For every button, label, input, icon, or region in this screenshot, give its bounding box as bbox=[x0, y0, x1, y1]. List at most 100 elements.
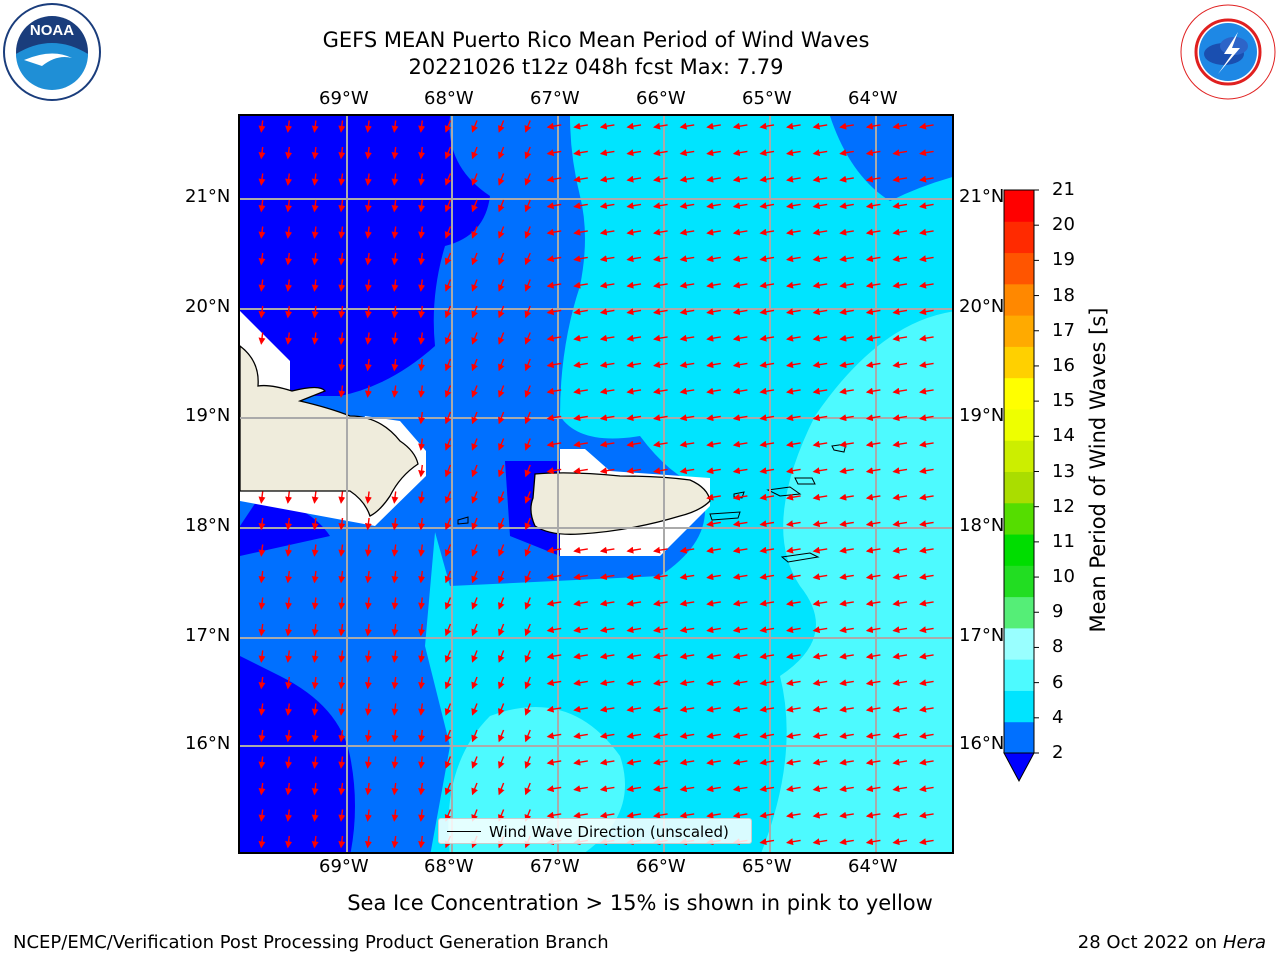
wind-wave-arrow bbox=[391, 120, 399, 133]
wind-wave-arrow bbox=[338, 305, 346, 319]
wind-wave-arrow bbox=[311, 676, 319, 690]
wind-wave-arrow bbox=[812, 732, 828, 740]
wind-wave-arrow bbox=[732, 387, 748, 395]
wind-wave-arrow bbox=[444, 385, 452, 398]
wind-wave-arrow bbox=[258, 597, 266, 610]
wind-wave-arrow bbox=[418, 544, 426, 557]
wind-wave-arrow bbox=[573, 361, 588, 369]
wind-wave-arrow bbox=[391, 809, 399, 822]
wind-wave-arrow bbox=[391, 146, 399, 160]
wind-wave-arrow bbox=[626, 679, 642, 687]
wind-wave-arrow bbox=[919, 281, 934, 289]
wind-wave-arrow bbox=[653, 732, 668, 740]
wind-wave-arrow bbox=[258, 835, 266, 849]
colorbar-bin bbox=[1004, 252, 1034, 285]
wind-wave-arrow bbox=[626, 467, 642, 475]
wind-wave-arrow bbox=[839, 679, 854, 687]
wind-wave-arrow bbox=[418, 729, 426, 743]
wind-wave-arrow bbox=[311, 173, 319, 186]
wind-wave-arrow bbox=[444, 517, 452, 531]
wind-wave-arrow bbox=[759, 387, 775, 395]
wind-wave-arrow bbox=[812, 546, 828, 554]
wind-wave-arrow bbox=[471, 173, 478, 186]
wind-wave-arrow bbox=[732, 626, 748, 634]
wind-wave-arrow bbox=[573, 652, 588, 660]
wind-wave-arrow bbox=[338, 332, 346, 345]
wind-wave-arrow bbox=[706, 520, 721, 528]
wind-wave-arrow bbox=[653, 334, 668, 342]
wind-wave-arrow bbox=[444, 782, 452, 796]
wind-wave-arrow bbox=[892, 811, 908, 819]
wind-wave-arrow bbox=[471, 782, 478, 796]
wind-wave-arrow bbox=[311, 252, 319, 266]
colorbar-tick-label: 6 bbox=[1052, 671, 1064, 693]
wind-wave-arrow bbox=[626, 732, 642, 740]
wind-wave-arrow bbox=[391, 782, 399, 796]
wind-wave-arrow bbox=[759, 467, 775, 475]
wind-wave-arrow bbox=[471, 464, 478, 478]
wind-wave-arrow bbox=[732, 149, 748, 157]
wind-wave-arrow bbox=[892, 149, 908, 157]
wind-wave-arrow bbox=[706, 705, 721, 713]
wind-wave-arrow bbox=[391, 835, 399, 849]
wind-wave-arrow bbox=[812, 599, 828, 607]
wind-wave-arrow bbox=[498, 464, 505, 478]
wind-wave-arrow bbox=[311, 146, 319, 160]
wind-wave-arrow bbox=[573, 440, 588, 448]
wind-wave-arrow bbox=[865, 573, 881, 581]
wind-wave-arrow bbox=[865, 202, 881, 210]
wind-wave-arrow bbox=[839, 732, 854, 740]
wind-wave-arrow bbox=[892, 440, 908, 448]
wind-wave-arrow bbox=[786, 705, 801, 713]
wind-wave-arrow bbox=[892, 414, 908, 422]
wind-wave-arrow bbox=[524, 756, 532, 769]
wind-wave-arrow bbox=[732, 334, 748, 342]
wind-wave-arrow bbox=[599, 758, 615, 766]
wind-wave-arrow bbox=[364, 226, 372, 239]
wind-wave-arrow bbox=[706, 334, 721, 342]
colorbar-tick-label: 13 bbox=[1052, 460, 1075, 482]
wind-wave-arrow bbox=[812, 811, 828, 819]
wind-wave-arrow bbox=[444, 252, 452, 266]
wind-wave-arrow bbox=[919, 308, 934, 316]
colorbar-tick-label: 9 bbox=[1052, 601, 1064, 623]
colorbar-tick-label: 16 bbox=[1052, 354, 1075, 376]
wind-wave-arrow bbox=[626, 228, 642, 236]
wind-wave-arrow bbox=[626, 811, 642, 819]
wind-wave-arrow bbox=[573, 573, 588, 581]
wind-wave-arrow bbox=[759, 440, 775, 448]
wind-wave-arrow bbox=[892, 202, 908, 210]
wind-wave-arrow bbox=[892, 281, 908, 289]
wind-wave-arrow bbox=[573, 255, 588, 263]
wind-wave-arrow bbox=[573, 811, 588, 819]
wind-wave-arrow bbox=[839, 811, 854, 819]
wind-wave-arrow bbox=[653, 785, 668, 793]
wind-wave-arrow bbox=[653, 705, 668, 713]
lon-label-bottom: 69°W bbox=[319, 856, 369, 877]
wind-wave-arrow bbox=[338, 544, 346, 557]
wind-wave-arrow bbox=[732, 652, 748, 660]
wind-wave-arrow bbox=[626, 387, 642, 395]
wind-wave-arrow bbox=[653, 387, 668, 395]
wind-wave-arrow bbox=[498, 279, 505, 292]
wind-wave-arrow bbox=[679, 255, 695, 263]
wind-wave-arrow bbox=[919, 626, 934, 634]
wind-wave-arrow bbox=[679, 440, 695, 448]
wind-wave-arrow bbox=[786, 281, 801, 289]
wind-wave-arrow bbox=[786, 520, 801, 528]
wind-wave-arrow bbox=[812, 493, 828, 501]
wind-wave-arrow bbox=[812, 334, 828, 342]
wind-wave-arrow bbox=[626, 599, 642, 607]
wind-wave-arrow bbox=[364, 782, 372, 796]
wind-wave-arrow bbox=[391, 385, 399, 398]
wind-wave-arrow bbox=[865, 546, 881, 554]
wind-wave-arrow bbox=[498, 120, 505, 133]
wind-wave-arrow bbox=[364, 570, 372, 584]
wind-wave-arrow bbox=[546, 732, 562, 740]
wind-wave-arrow bbox=[364, 809, 372, 822]
wind-wave-arrow bbox=[418, 597, 426, 610]
wind-wave-arrow bbox=[653, 308, 668, 316]
wind-wave-arrow bbox=[546, 361, 562, 369]
wind-wave-arrow bbox=[258, 809, 266, 822]
wind-wave-arrow bbox=[471, 438, 478, 451]
